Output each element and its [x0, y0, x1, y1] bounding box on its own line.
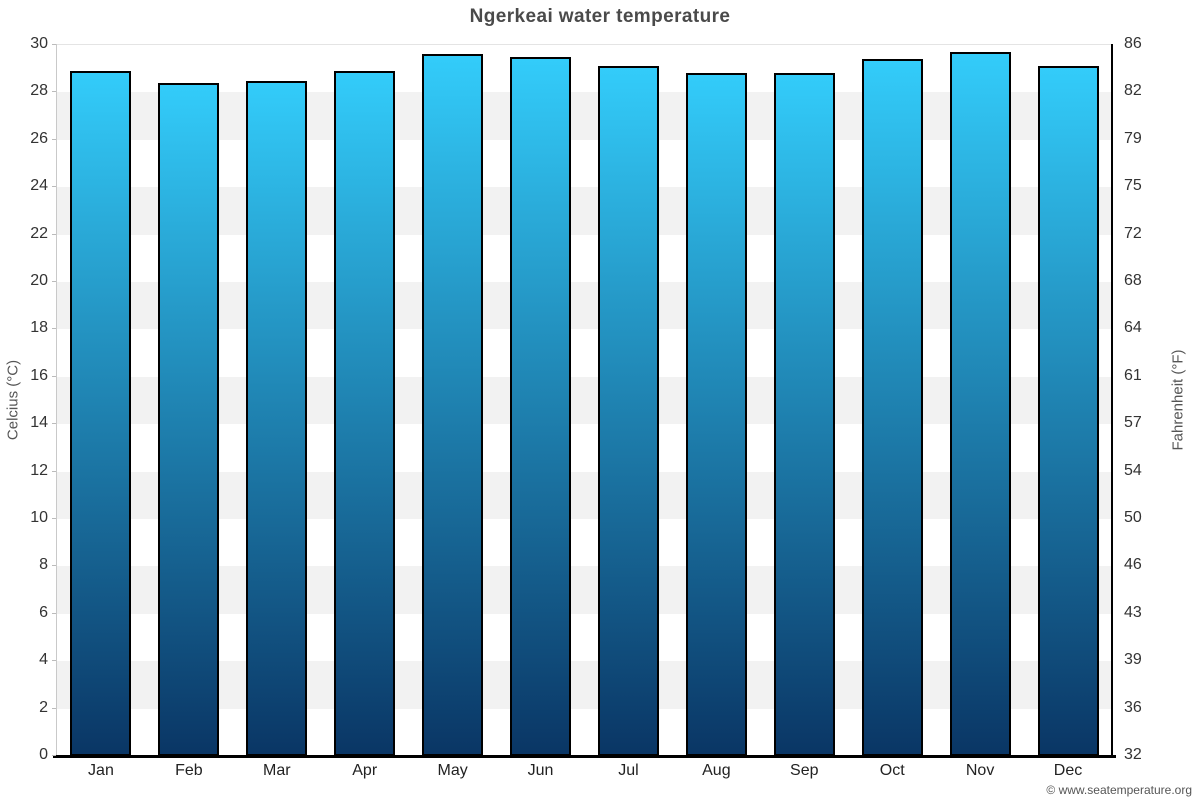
- y-tick-label-right: 32: [1124, 746, 1142, 763]
- y-tick-label-left: 22: [30, 224, 48, 242]
- grid-band: [57, 234, 1112, 282]
- y-tick-mark-left: [52, 44, 56, 45]
- y-tick-label-right: 79: [1124, 129, 1142, 147]
- y-tick-mark-left: [52, 375, 56, 377]
- x-tick-label-oct: Oct: [879, 762, 905, 779]
- bar-mar: [246, 80, 308, 756]
- grid-band: [57, 519, 1112, 567]
- y-tick-label-right: 46: [1124, 556, 1142, 574]
- chart-title: Ngerkeai water temperature: [469, 6, 731, 27]
- y-tick-mark-left: [52, 138, 56, 140]
- y-tick-label-right: 82: [1124, 82, 1142, 100]
- credit-link[interactable]: © www.seatemperature.org: [1046, 783, 1192, 797]
- bar-nov: [949, 52, 1011, 756]
- y-tick-label-left: 26: [30, 129, 48, 147]
- x-tick-label-may: May: [437, 762, 468, 779]
- grid-band: [57, 424, 1112, 472]
- y-tick-label-left: 8: [39, 556, 48, 574]
- x-tick-label-jun: Jun: [527, 762, 554, 779]
- y-tick-mark-left: [52, 470, 56, 472]
- y-tick-label-right: 64: [1124, 319, 1142, 337]
- y-tick-mark-left: [52, 707, 56, 709]
- bar-aug: [685, 73, 747, 756]
- bar-may: [422, 54, 484, 756]
- y-tick-label-right: 57: [1124, 414, 1142, 432]
- x-tick-label-aug: Aug: [702, 762, 731, 779]
- y-tick-label-left: 14: [30, 414, 48, 432]
- grid-band: [57, 566, 1112, 614]
- bar-apr: [334, 71, 396, 756]
- y-tick-label-left: 12: [30, 461, 48, 479]
- y-tick-label-left: 24: [30, 177, 48, 195]
- x-tick-label-nov: Nov: [965, 762, 995, 779]
- y-tick-label-right: 72: [1124, 224, 1142, 242]
- y-tick-label-right: 68: [1124, 272, 1142, 289]
- grid-band: [57, 139, 1112, 188]
- y-tick-mark-left: [52, 755, 56, 756]
- y-tick-label-left: 0: [39, 746, 48, 763]
- y-axis-right-line: [1111, 44, 1113, 755]
- y-tick-mark-left: [52, 328, 56, 330]
- y-tick-label-left: 6: [39, 603, 48, 621]
- y-tick-label-left: 30: [30, 35, 48, 52]
- x-tick-label-jan: Jan: [88, 762, 114, 779]
- x-tick-label-dec: Dec: [1053, 762, 1083, 779]
- grid-band: [57, 708, 1112, 756]
- y-tick-label-right: 54: [1124, 461, 1142, 479]
- y-tick-label-right: 50: [1124, 509, 1142, 526]
- x-tick-label-mar: Mar: [263, 762, 291, 779]
- y-tick-mark-left: [52, 518, 56, 519]
- y-tick-label-right: 61: [1124, 366, 1142, 384]
- bar-sep: [773, 73, 835, 756]
- y-tick-label-right: 86: [1124, 35, 1142, 52]
- grid-band: [57, 613, 1112, 662]
- x-tick-label-feb: Feb: [175, 762, 203, 779]
- plot-area: [57, 44, 1112, 756]
- y-tick-mark-left: [52, 612, 56, 614]
- grid-band: [57, 187, 1112, 235]
- y-tick-label-left: 20: [30, 272, 48, 289]
- y-tick-mark-left: [52, 186, 56, 188]
- bar-dec: [1037, 66, 1099, 756]
- bar-oct: [861, 59, 923, 756]
- y-tick-label-right: 36: [1124, 698, 1142, 716]
- x-axis-line: [53, 755, 1116, 758]
- x-tick-label-jul: Jul: [618, 762, 639, 779]
- y-tick-mark-left: [52, 660, 56, 662]
- bar-jan: [70, 71, 132, 756]
- grid-band: [57, 471, 1112, 519]
- y-tick-label-left: 10: [30, 509, 48, 526]
- grid-band: [57, 329, 1112, 377]
- y-tick-label-left: 2: [39, 698, 48, 716]
- y-tick-label-left: 16: [30, 366, 48, 384]
- x-tick-label-sep: Sep: [790, 762, 819, 779]
- bar-jun: [510, 56, 572, 756]
- grid-band: [57, 45, 1112, 93]
- y-tick-label-left: 4: [39, 651, 48, 669]
- y-tick-mark-left: [52, 423, 56, 425]
- y-tick-label-right: 43: [1124, 603, 1142, 621]
- grid-band: [57, 92, 1112, 140]
- grid-band: [57, 661, 1112, 709]
- bar-jul: [597, 66, 659, 756]
- y-tick-mark-left: [52, 565, 56, 567]
- y-axis-left-line: [56, 44, 57, 755]
- y-axis-left-title: Celcius (°C): [4, 359, 22, 441]
- y-axis-right-title: Fahrenheit (°F): [1169, 349, 1187, 451]
- grid-band: [57, 282, 1112, 330]
- bar-feb: [158, 82, 220, 756]
- y-tick-mark-left: [52, 281, 56, 282]
- y-tick-label-left: 28: [30, 82, 48, 100]
- y-tick-mark-left: [52, 91, 56, 93]
- y-tick-mark-left: [52, 233, 56, 235]
- y-tick-label-right: 39: [1124, 651, 1142, 669]
- y-tick-label-left: 18: [30, 319, 48, 337]
- grid-band: [57, 376, 1112, 425]
- y-tick-label-right: 75: [1124, 177, 1142, 195]
- x-tick-label-apr: Apr: [352, 762, 378, 779]
